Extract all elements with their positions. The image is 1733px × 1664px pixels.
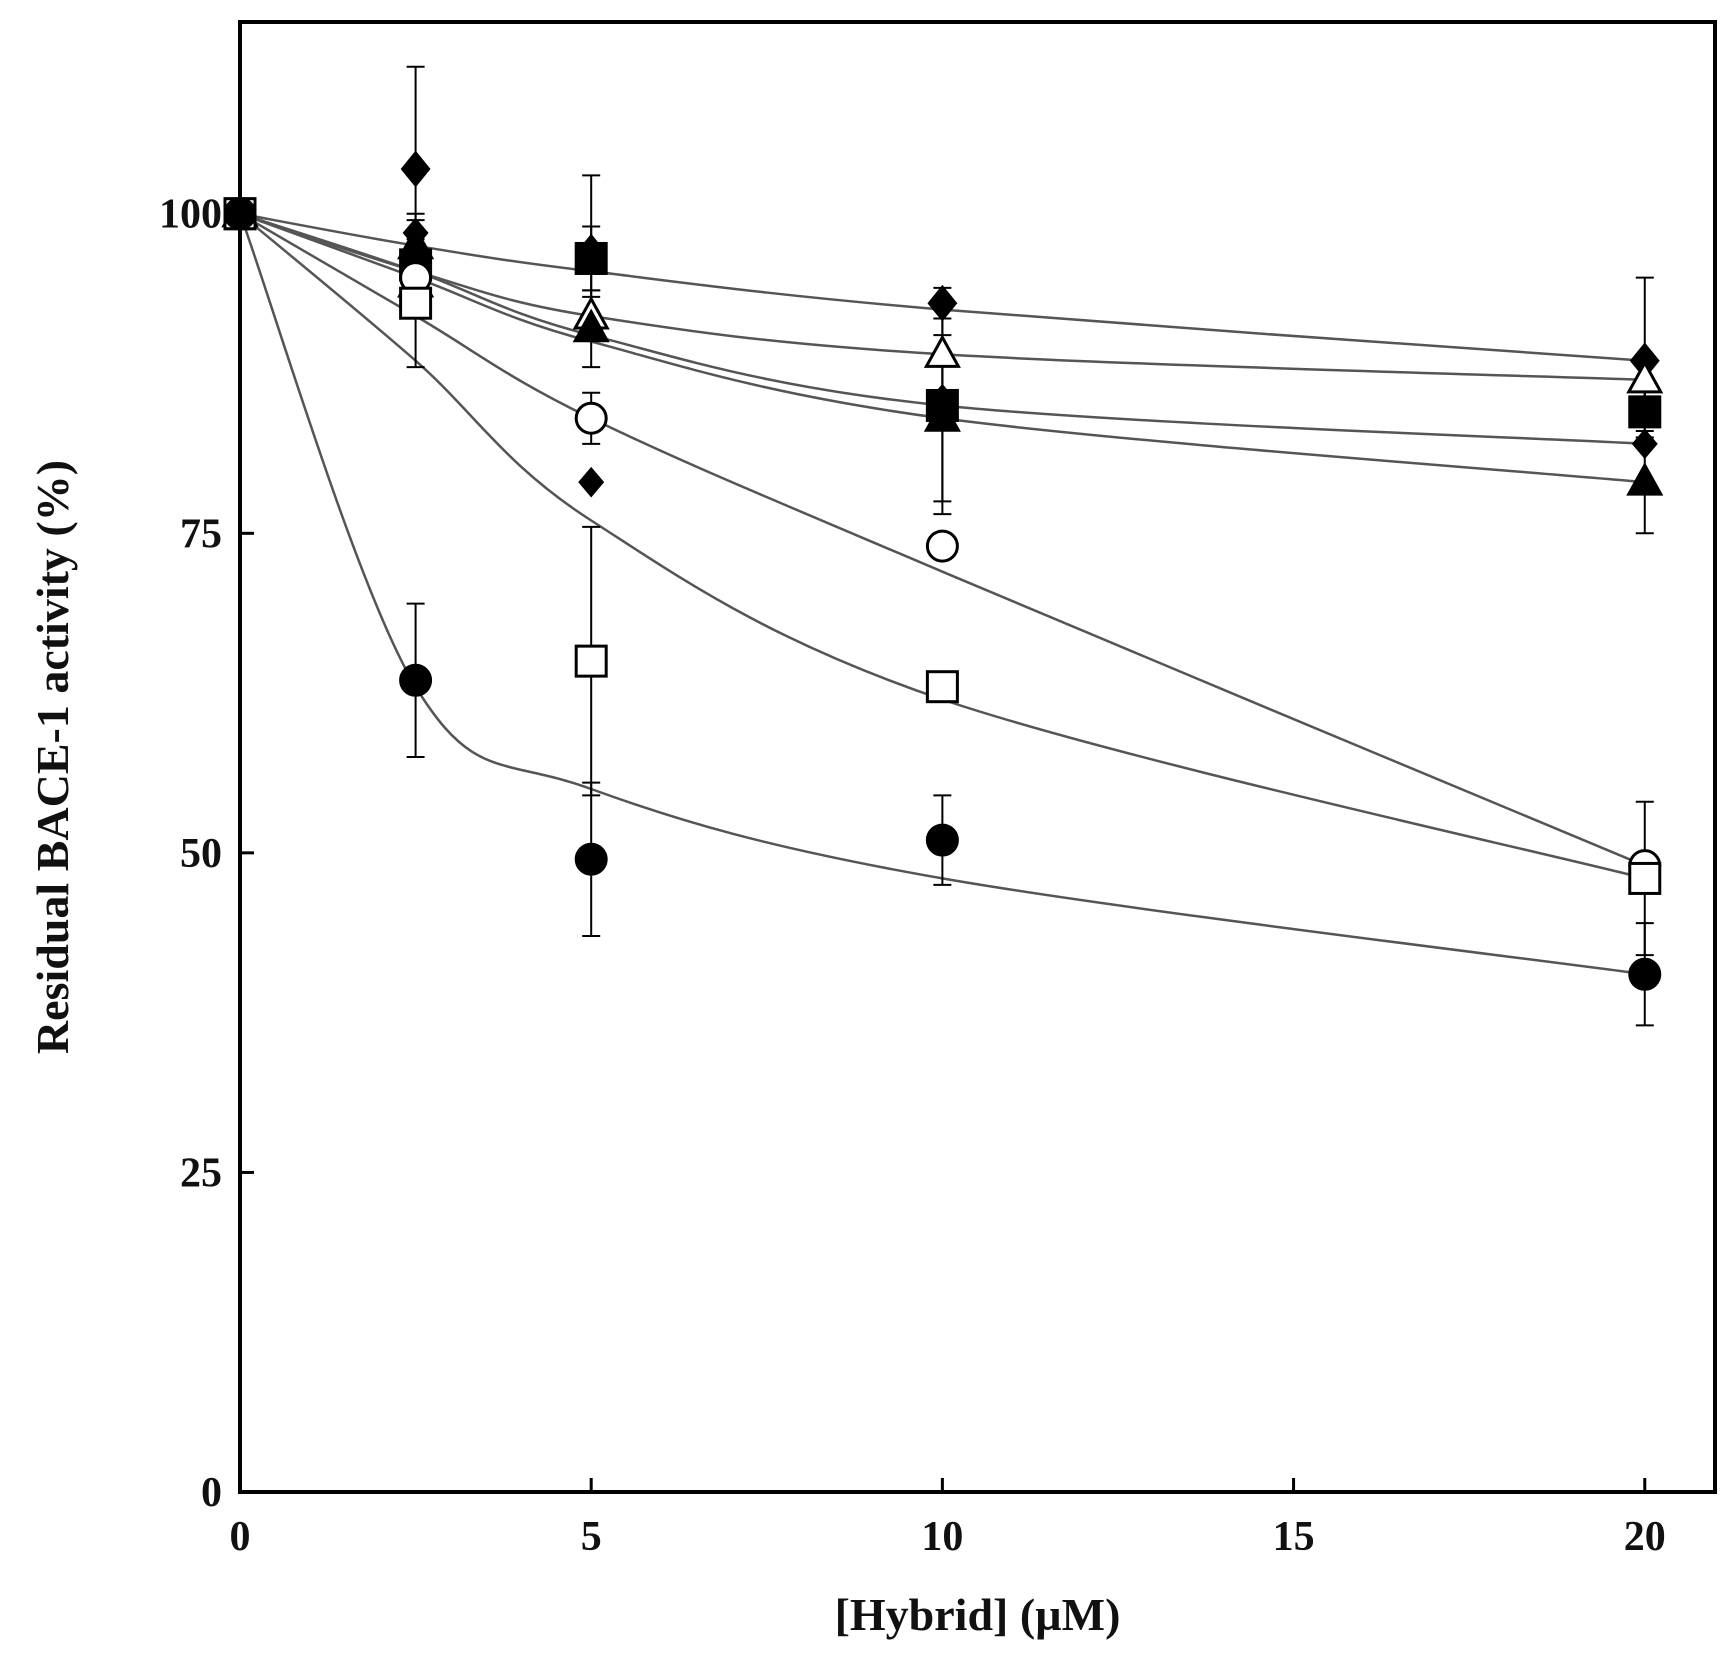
data-point-open-square <box>1628 861 1662 895</box>
data-point-filled-triangle <box>1626 462 1664 496</box>
fit-curve-open-circle <box>239 212 1646 867</box>
fit-curve-filled-triangle <box>239 212 1645 484</box>
data-point-small-filled-diamond <box>578 466 605 498</box>
data-point-small-filled-diamond <box>1631 428 1658 460</box>
fit-curve-filled-square <box>239 212 1645 446</box>
x-tick-label: 15 <box>1273 1514 1315 1560</box>
plot-frame <box>238 20 1717 1494</box>
x-tick-label: 20 <box>1624 1514 1666 1560</box>
y-tick-label: 50 <box>180 831 222 877</box>
data-point-filled-diamond <box>400 150 431 188</box>
fit-curve-open-square <box>239 212 1646 880</box>
data-point-filled-circle <box>399 663 433 697</box>
x-tick-label: 5 <box>581 1514 602 1560</box>
data-point-filled-circle <box>1628 957 1662 991</box>
data-point-open-circle <box>925 529 959 563</box>
x-axis-title: [Hybrid] (µM) <box>835 1589 1121 1640</box>
data-point-filled-circle <box>574 842 608 876</box>
x-tick-label: 0 <box>230 1514 251 1560</box>
y-tick-label: 0 <box>201 1470 222 1516</box>
data-point-small-filled-diamond <box>929 383 956 415</box>
y-tick-label: 25 <box>180 1150 222 1196</box>
fit-curves <box>238 212 1646 976</box>
y-tick-label: 75 <box>180 511 222 557</box>
data-point-open-square <box>399 286 433 320</box>
y-axis-title: Residual BACE-1 activity (%) <box>27 460 78 1054</box>
x-axis-ticks: 0 5 10 15 20 <box>230 1478 1666 1560</box>
data-markers <box>221 150 1664 991</box>
fit-curve-filled-circle <box>238 213 1645 976</box>
data-point-filled-circle <box>925 823 959 857</box>
data-point-small-filled-diamond <box>402 217 429 249</box>
data-point-filled-square <box>574 241 608 275</box>
x-tick-label: 10 <box>921 1514 963 1560</box>
data-point-filled-triangle <box>572 308 610 343</box>
y-tick-label: 100 <box>159 192 222 238</box>
data-point-open-triangle <box>1626 359 1664 394</box>
data-point-open-circle <box>574 401 608 435</box>
data-point-filled-square <box>1628 395 1662 429</box>
data-point-filled-triangle <box>923 398 961 432</box>
data-point-filled-diamond <box>927 284 958 322</box>
fit-curve-filled-diamond <box>239 212 1645 362</box>
y-axis-ticks: 0 25 50 75 100 <box>159 192 254 1516</box>
data-point-open-square <box>574 644 608 678</box>
data-point-open-triangle <box>923 334 961 368</box>
data-point-open-square <box>925 670 959 704</box>
